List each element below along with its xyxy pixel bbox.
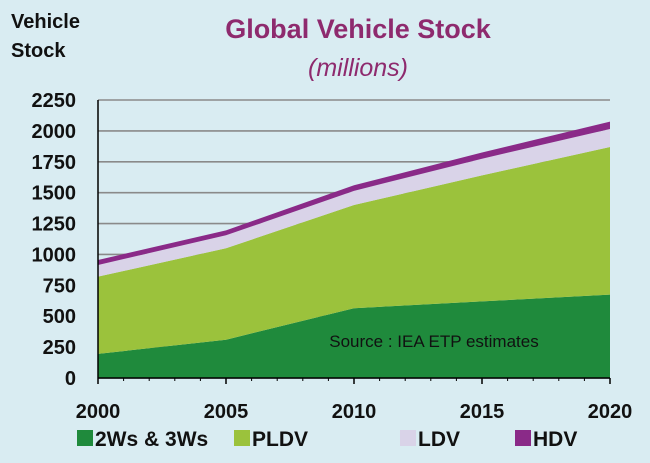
legend: 2Ws & 3Ws PLDV LDV HDV: [77, 428, 577, 451]
x-tick-label-2000: 2000: [76, 401, 121, 423]
area-2ws-3ws: [98, 294, 610, 378]
x-tick-label-2005: 2005: [204, 401, 249, 423]
legend-label-hdv: HDV: [533, 428, 577, 451]
y-tick-label-2000: 2000: [32, 121, 77, 143]
x-tick-label-2010: 2010: [332, 401, 377, 423]
chart-title: Global Vehicle Stock: [225, 14, 492, 44]
area-ldv: [98, 129, 610, 277]
y-tick-label-1750: 1750: [32, 152, 77, 174]
chart-subtitle: (millions): [308, 54, 408, 82]
legend-label-pldv: PLDV: [252, 428, 308, 451]
legend-label-ldv: LDV: [418, 428, 460, 451]
x-tick-label-2020: 2020: [588, 401, 633, 423]
source-annotation: Source : IEA ETP estimates: [329, 332, 538, 351]
y-tick-label-1250: 1250: [32, 214, 77, 236]
x-tick-label-2015: 2015: [460, 401, 505, 423]
y-axis-label-line-1: Vehicle: [11, 11, 80, 33]
y-tick-label-0: 0: [65, 368, 76, 390]
y-tick-labels: 0 250 500 750 1000 1250 1500 1750 2000 2250: [32, 90, 77, 390]
y-tick-label-1500: 1500: [32, 183, 77, 205]
y-tick-label-750: 750: [43, 275, 76, 297]
y-tick-label-250: 250: [43, 337, 76, 359]
axes: [97, 100, 611, 384]
y-axis-label-line-2: Stock: [11, 40, 66, 62]
legend-swatch-pldv: [234, 430, 250, 446]
area-pldv: [98, 146, 610, 354]
area-series: [98, 121, 610, 378]
y-tick-label-500: 500: [43, 306, 76, 328]
x-tick-labels: 2000 2005 2010 2015 2020: [76, 401, 633, 423]
legend-swatch-ldv: [400, 430, 416, 446]
legend-label-2ws-3ws: 2Ws & 3Ws: [95, 428, 208, 451]
y-tick-label-1000: 1000: [32, 244, 77, 266]
y-tick-label-2250: 2250: [32, 90, 77, 112]
legend-swatch-2ws-3ws: [77, 430, 93, 446]
legend-swatch-hdv: [515, 430, 531, 446]
area-hdv: [98, 121, 610, 265]
